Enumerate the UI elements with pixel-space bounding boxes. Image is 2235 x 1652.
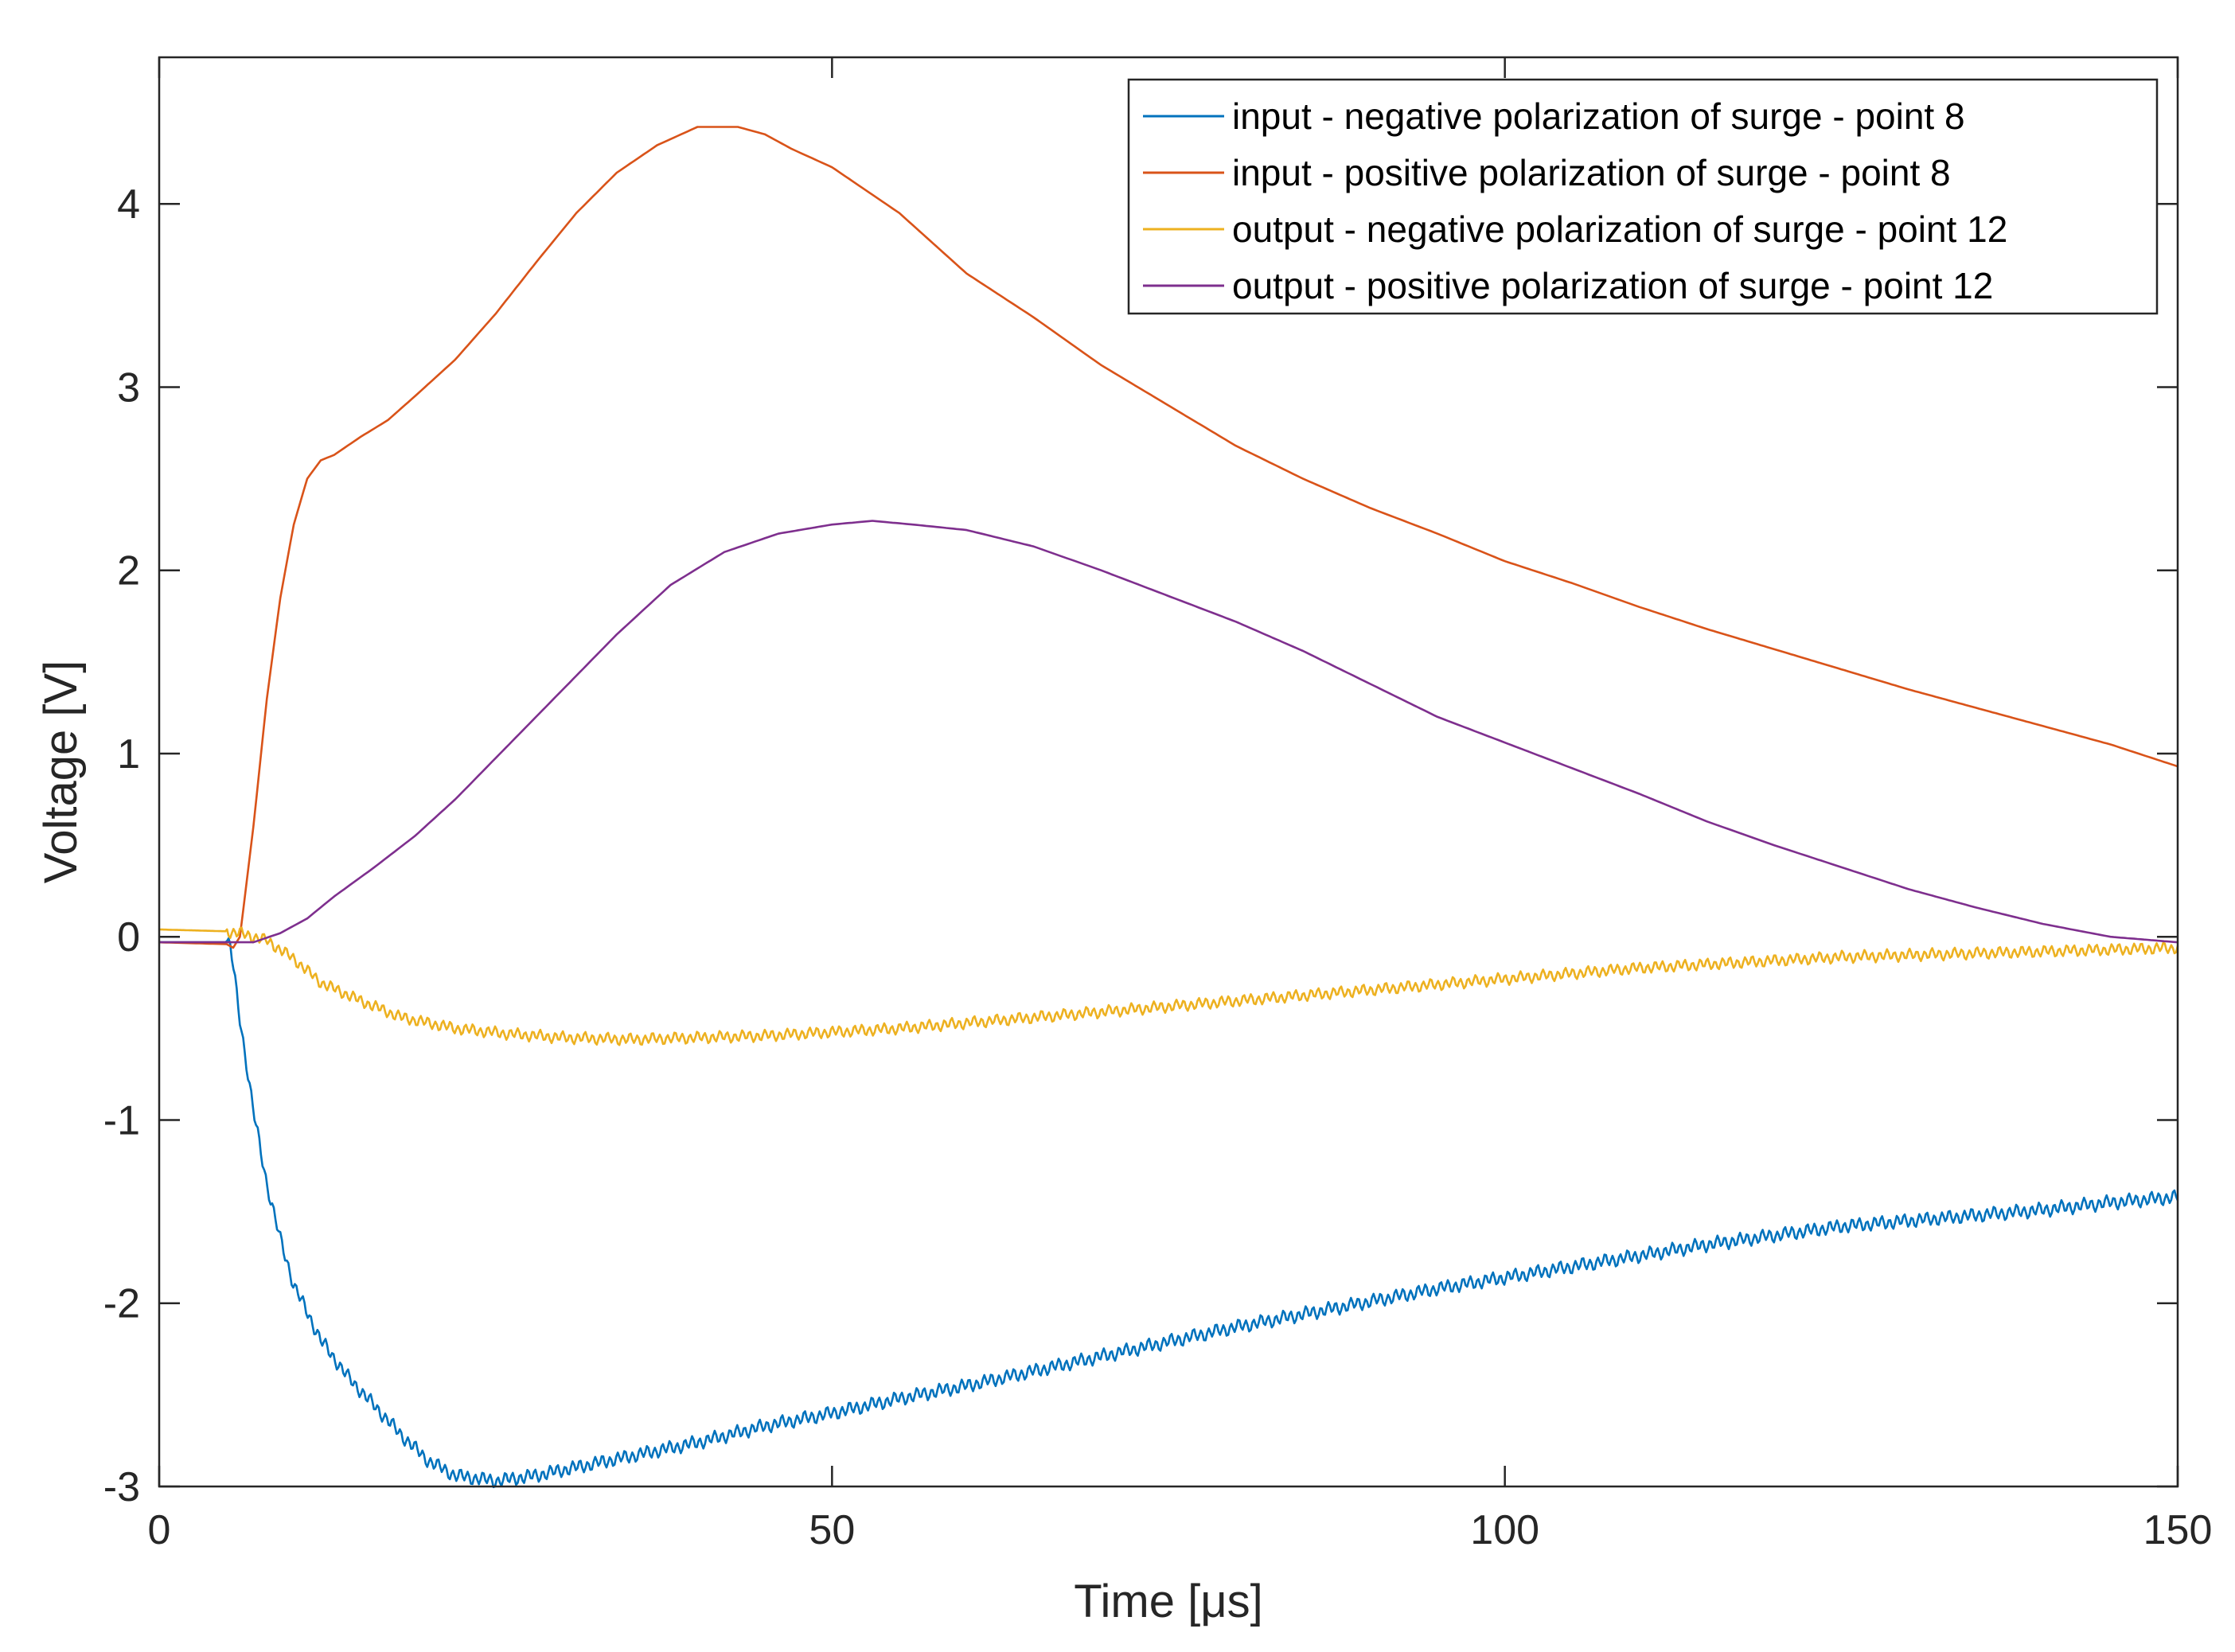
y-tick-label: -1 [103, 1097, 140, 1144]
y-tick-label: 4 [117, 181, 140, 228]
x-tick-label: 150 [2143, 1507, 2213, 1553]
y-tick-label: -3 [103, 1464, 140, 1510]
legend-label-4: output - positive polarization of surge … [1232, 265, 1993, 306]
axes-box [158, 56, 2179, 1488]
legend-box [1127, 78, 2159, 315]
ticks-layer: 0 50 100 150 -3 -2 -1 0 1 2 3 4 [103, 57, 2213, 1553]
x-tick-label: 50 [809, 1507, 855, 1553]
y-tick-label: 0 [117, 914, 140, 960]
series-layer [158, 126, 2179, 1489]
series-line-4 [159, 520, 2178, 944]
y-tick-label: 2 [117, 548, 140, 594]
series-line-1 [159, 937, 2179, 1489]
x-tick-label: 100 [1470, 1507, 1539, 1553]
y-tick-label: 1 [117, 731, 140, 777]
series-line-2 [158, 126, 2178, 949]
legend-label-2: input - positive polarization of surge -… [1232, 152, 1951, 193]
legend-label-3: output - negative polarization of surge … [1232, 208, 2007, 250]
x-axis-title: Time [μs] [1074, 1576, 1263, 1627]
y-tick-label: 3 [117, 364, 140, 411]
y-axis-title: Voltage [V] [35, 660, 87, 884]
legend: input - negative polarization of surge -… [1127, 78, 2159, 315]
series-line-3 [158, 926, 2179, 1046]
x-tick-label: 0 [148, 1507, 171, 1553]
y-tick-label: -2 [103, 1281, 140, 1327]
legend-label-1: input - negative polarization of surge -… [1232, 95, 1965, 137]
